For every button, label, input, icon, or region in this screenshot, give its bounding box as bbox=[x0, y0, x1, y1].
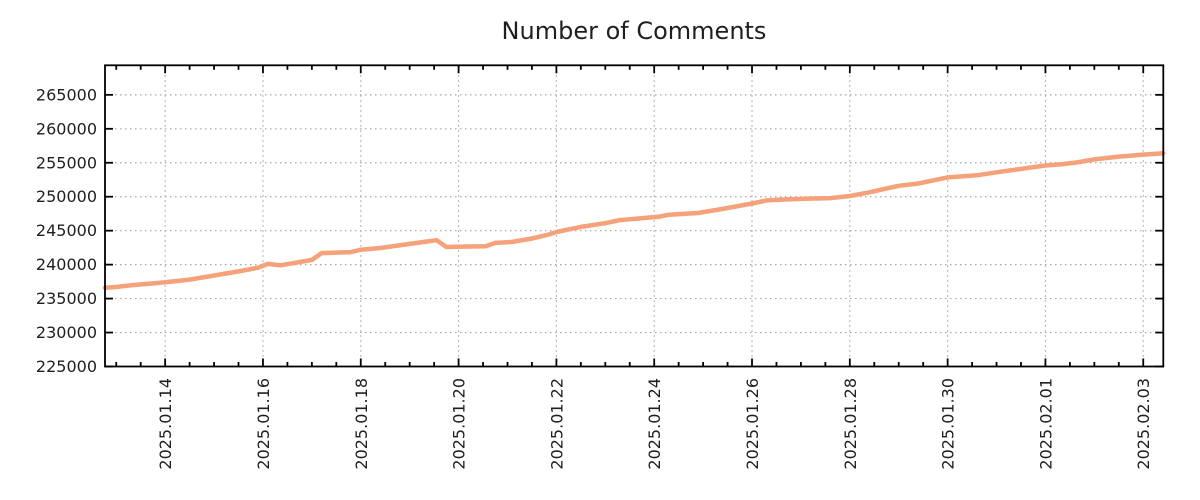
x-tick-label: 2025.01.24 bbox=[645, 378, 664, 470]
y-tick-label: 240000 bbox=[36, 255, 97, 274]
series-layer bbox=[102, 150, 1166, 290]
plot-border bbox=[104, 64, 1165, 368]
x-tick-label: 2025.02.03 bbox=[1134, 378, 1153, 470]
y-tick-label: 235000 bbox=[36, 289, 97, 308]
y-tick-label: 265000 bbox=[36, 85, 97, 104]
x-tick-label: 2025.01.20 bbox=[450, 378, 469, 470]
y-tick-label: 260000 bbox=[36, 119, 97, 138]
axis-layer bbox=[104, 64, 1165, 368]
y-tick-label: 250000 bbox=[36, 187, 97, 206]
x-tick-label: 2025.01.22 bbox=[547, 378, 566, 470]
x-tick-label: 2025.01.28 bbox=[841, 378, 860, 470]
y-tick-label: 230000 bbox=[36, 323, 97, 342]
chart-title: Number of Comments bbox=[502, 17, 767, 45]
y-tick-label: 225000 bbox=[36, 357, 97, 376]
x-tick-label: 2025.01.14 bbox=[156, 378, 175, 470]
x-tick-label: 2025.01.18 bbox=[352, 378, 371, 470]
y-tick-label: 255000 bbox=[36, 153, 97, 172]
x-tick-label: 2025.01.30 bbox=[939, 378, 958, 470]
x-tick-label: 2025.02.01 bbox=[1036, 378, 1055, 470]
x-tick-label: 2025.01.16 bbox=[254, 378, 273, 470]
x-tick-label: 2025.01.26 bbox=[743, 378, 762, 470]
grid-layer bbox=[105, 65, 1164, 367]
data-line-comments bbox=[102, 150, 1166, 290]
label-layer: 2025.01.14 2025.01.16 2025.01.18 2025.01.20… bbox=[36, 85, 1153, 469]
y-tick-label: 245000 bbox=[36, 221, 97, 240]
